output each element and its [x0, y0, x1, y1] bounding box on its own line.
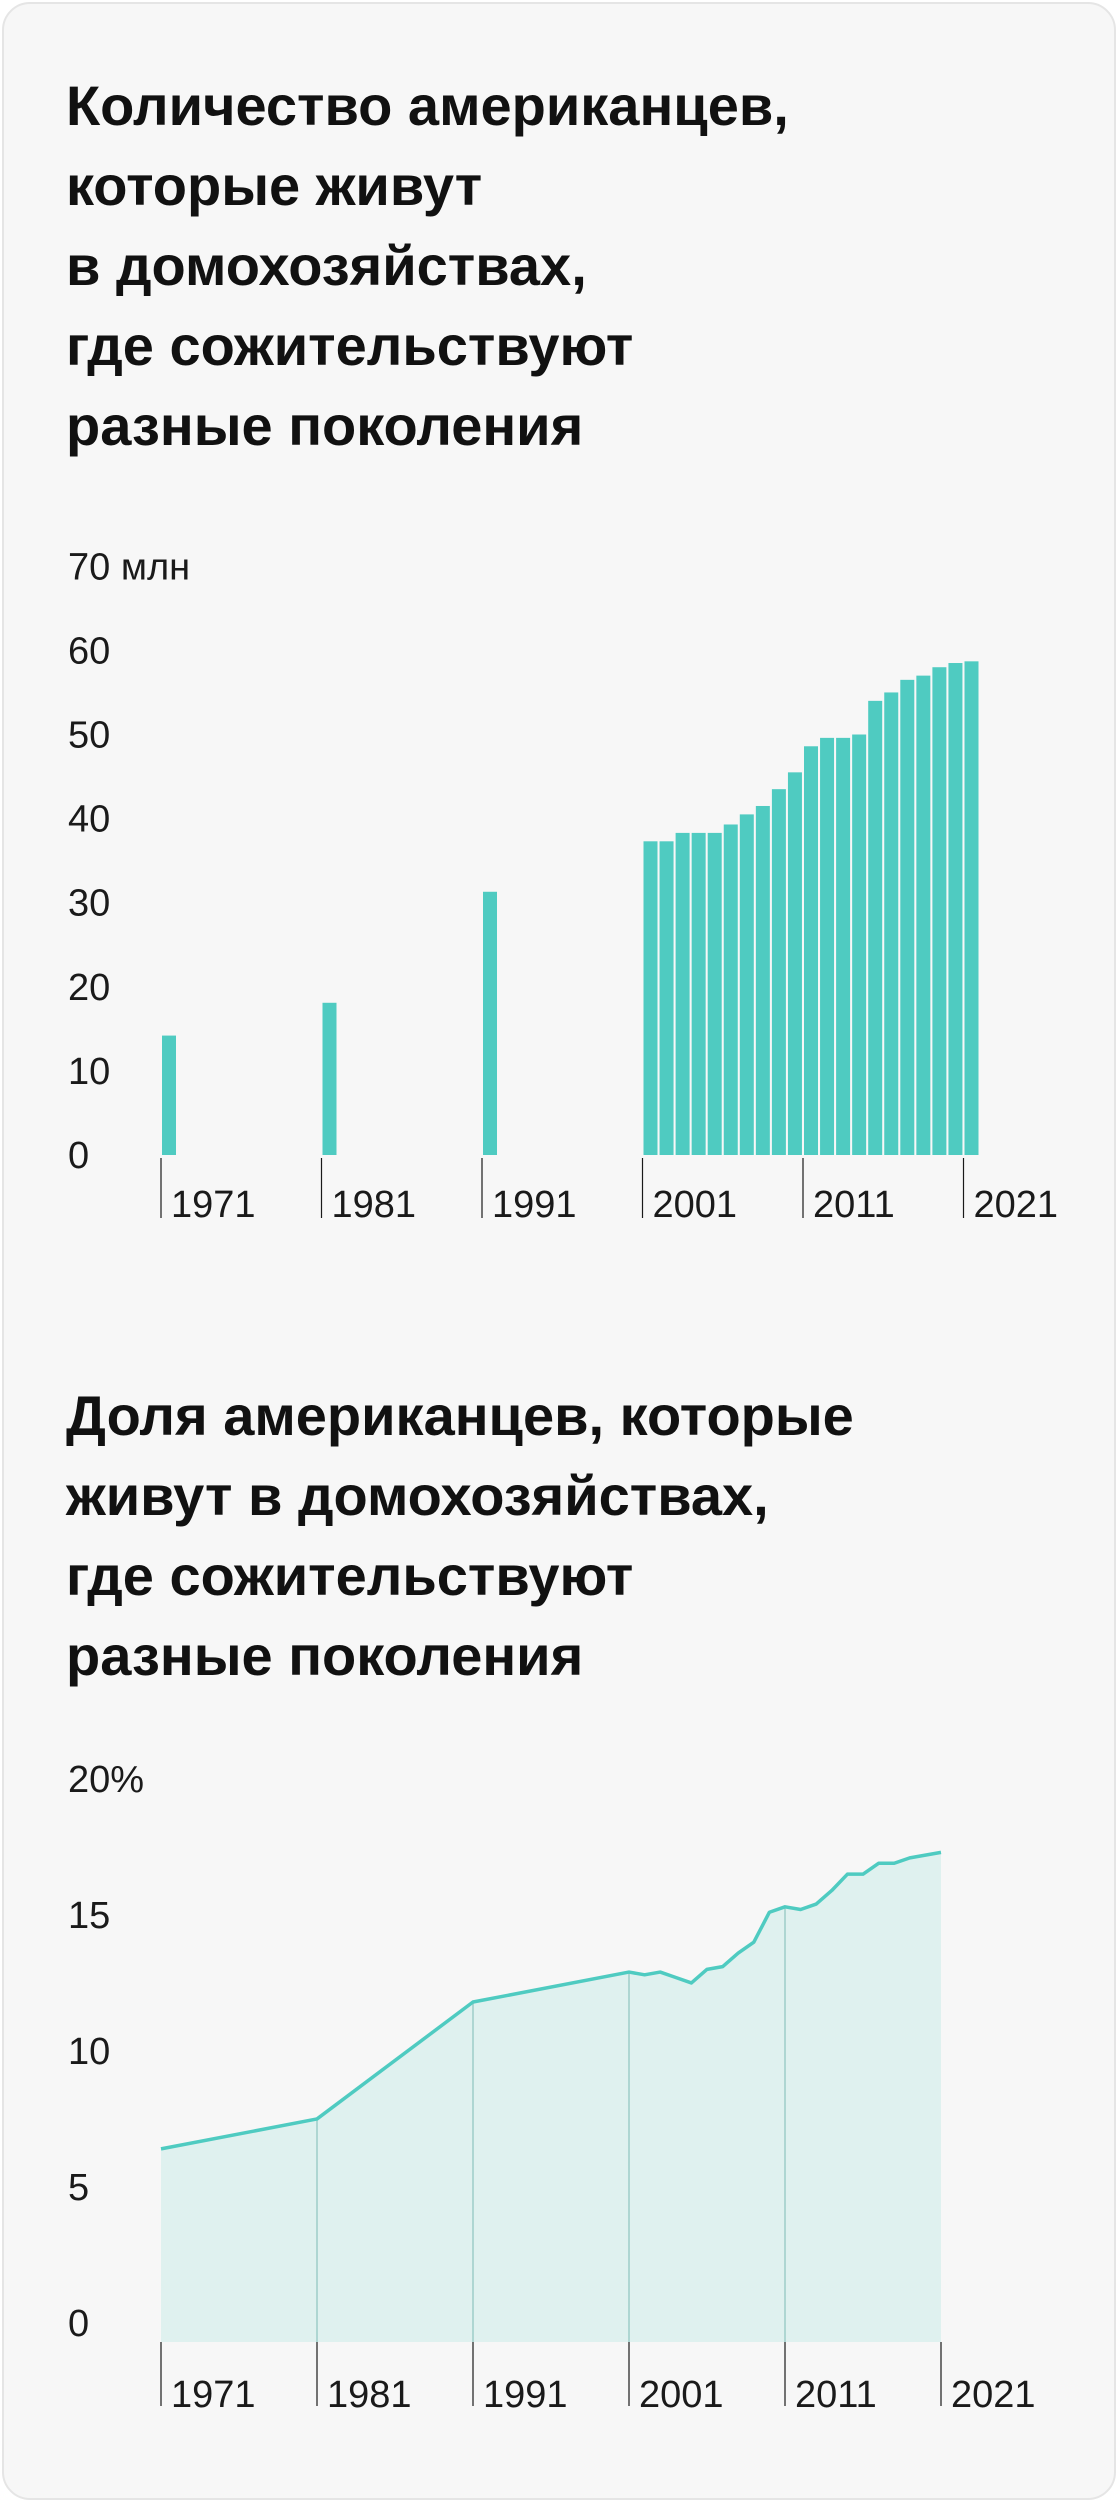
bar [659, 841, 674, 1155]
bar [771, 789, 786, 1155]
x-tick-label: 2001 [653, 1184, 738, 1226]
x-tick-label: 1971 [171, 1184, 256, 1226]
x-tick-label: 2021 [974, 1184, 1059, 1226]
y-tick-label: 30 [68, 883, 110, 925]
area-fill [161, 1852, 941, 2342]
bar [932, 667, 947, 1155]
bar [755, 805, 770, 1155]
y-tick-label: 50 [68, 715, 110, 757]
x-tick-label: 2021 [951, 2374, 1036, 2416]
bar [900, 679, 915, 1155]
bar [804, 746, 818, 1155]
bar [916, 675, 931, 1155]
bar [852, 734, 867, 1155]
bar [964, 661, 979, 1155]
bar [948, 663, 963, 1155]
bar [691, 832, 706, 1155]
bar [868, 700, 883, 1155]
bar [675, 832, 690, 1155]
y-tick-label: 20% [68, 1759, 144, 1801]
share-area-chart: 0 5 10 15 20% 1971 1981 1991 2001 2011 2021 [68, 1759, 1036, 2416]
series-line [160, 1850, 942, 2151]
x-tick-label: 1981 [332, 1184, 417, 1226]
x-tick-label: 1991 [483, 2374, 568, 2416]
x-tick-label: 1971 [171, 2374, 256, 2416]
y-tick-label: 5 [68, 2167, 89, 2209]
y-tick-label: 70 млн [68, 546, 190, 588]
bar [643, 841, 658, 1155]
x-tick-label: 2011 [813, 1184, 895, 1226]
bar [162, 1035, 176, 1155]
bar [884, 692, 899, 1155]
y-tick-label: 15 [68, 1895, 110, 1937]
share-chart-title: Доля американцев, которые живут в домохо… [66, 1384, 854, 1687]
bar [483, 891, 497, 1155]
count-chart-title: Количество американцев, которые живут в … [66, 74, 789, 457]
y-tick-label: 10 [68, 1051, 110, 1093]
bar [723, 824, 738, 1155]
y-tick-label: 0 [68, 1135, 89, 1177]
y-tick-label: 20 [68, 967, 110, 1009]
bar [739, 814, 754, 1155]
x-tick-label: 2001 [639, 2374, 724, 2416]
count-bar-chart: 0 10 20 30 40 50 60 70 млн 1971 1981 1991 2001 2011 2… [68, 546, 1059, 1226]
bar [707, 832, 722, 1155]
y-tick-label: 60 [68, 630, 110, 672]
x-tick-label: 1991 [492, 1184, 577, 1226]
y-tick-label: 10 [68, 2031, 110, 2073]
y-tick-label: 0 [68, 2303, 89, 2345]
bar [836, 737, 851, 1155]
bar [820, 737, 835, 1155]
bar [322, 1002, 337, 1155]
bar [787, 772, 802, 1155]
y-tick-label: 40 [68, 799, 110, 841]
x-tick-label: 1981 [327, 2374, 412, 2416]
x-tick-label: 2011 [795, 2374, 877, 2416]
